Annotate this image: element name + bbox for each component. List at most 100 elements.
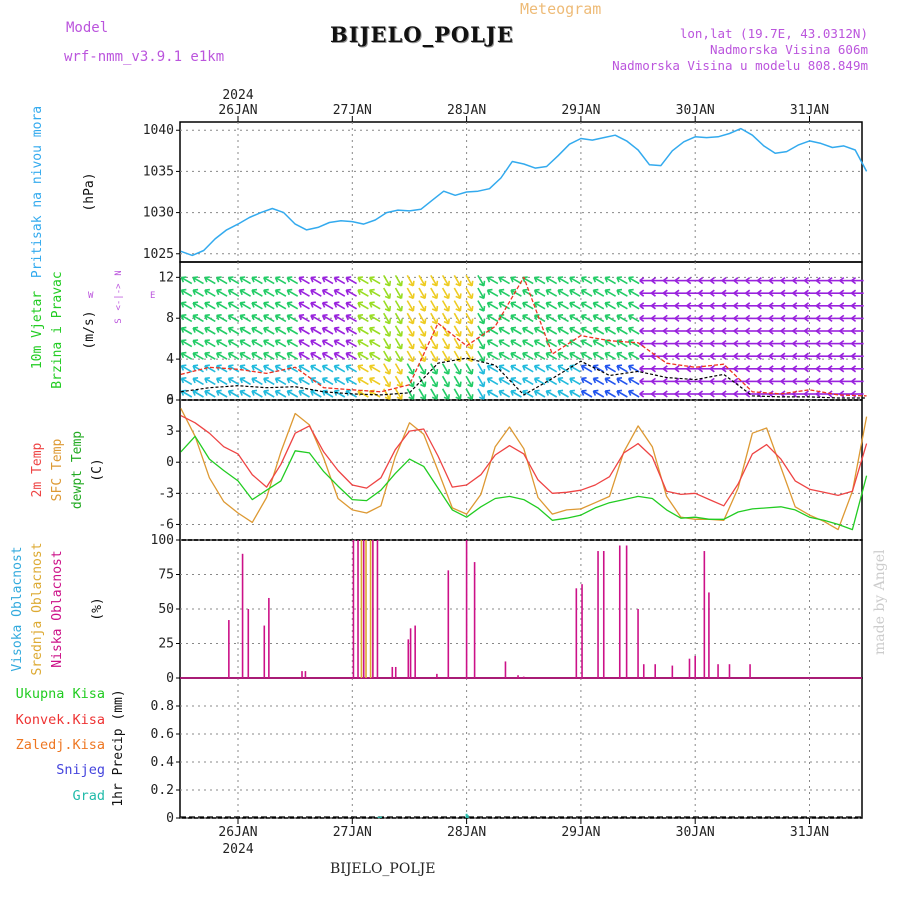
wind-arrow: [709, 327, 723, 335]
wind-arrow-shaft: [593, 377, 605, 386]
wind-arrow: [357, 301, 369, 310]
wind-arrow: [357, 351, 369, 360]
wind-arrow: [522, 276, 534, 285]
wind-arrow: [721, 365, 735, 373]
wind-arrow-shaft: [453, 312, 461, 324]
wind-arrow-head: [333, 389, 340, 396]
wind-arrow-head: [533, 314, 540, 321]
wind-arrow: [406, 388, 415, 400]
wind-arrow-head: [768, 276, 774, 285]
y-tick-label: 25: [158, 637, 174, 652]
wind-arrow-head: [498, 389, 505, 396]
wind-arrow-shaft: [298, 276, 310, 285]
wind-arrow-head: [545, 364, 552, 371]
wind-arrow: [192, 314, 204, 323]
wind-arrow-head: [251, 314, 258, 321]
wind-arrow: [804, 377, 817, 386]
wind-arrow-head: [533, 377, 540, 384]
wind-arrow-shaft: [345, 327, 357, 335]
wind-arrow-head: [557, 301, 564, 308]
precip-legend: Konvek.Kisa: [16, 712, 105, 728]
wind-arrow-shaft: [310, 352, 322, 360]
wind-arrow-shaft: [569, 377, 581, 386]
day-label-top: 29JAN: [561, 103, 600, 118]
wind-arrow-shaft: [510, 289, 522, 297]
wind-arrow: [604, 276, 616, 285]
wind-arrow: [780, 276, 793, 285]
wind-arrow: [498, 339, 510, 348]
wind-arrow-shaft: [251, 377, 263, 386]
wind-arrow-shaft: [394, 375, 403, 387]
wind-arrow-head: [251, 288, 258, 296]
wind-arrow: [321, 377, 334, 386]
wind-arrow: [239, 301, 251, 310]
wind-arrow-shaft: [628, 276, 640, 285]
wind-arrow: [533, 339, 546, 348]
wind-arrow-head: [486, 351, 493, 359]
wind-arrow: [383, 300, 392, 312]
wind-arrow: [839, 365, 852, 373]
wind-arrow-head: [239, 351, 246, 359]
wind-arrow: [756, 352, 770, 360]
wind-arrow: [698, 302, 711, 310]
wind-arrow-shaft: [498, 276, 510, 285]
wind-arrow-head: [792, 302, 798, 310]
wind-arrow-head: [733, 302, 739, 310]
wind-arrow-shaft: [334, 390, 346, 398]
wind-arrow-shaft: [581, 365, 593, 373]
wind-arrow: [239, 314, 251, 323]
wind-arrow: [533, 326, 546, 335]
wind-arrow-head: [263, 389, 269, 396]
wind-arrow: [298, 301, 310, 310]
wind-arrow: [345, 288, 357, 297]
y-axis-label: Pritisak na nivou mora: [30, 106, 45, 278]
wind-arrow: [545, 276, 558, 285]
y-tick-label: 8: [166, 311, 174, 326]
wind-arrow-shaft: [453, 363, 461, 375]
wind-arrow-head: [215, 389, 222, 396]
wind-arrow: [286, 276, 299, 285]
wind-arrow-shaft: [487, 352, 499, 360]
wind-arrow-shaft: [275, 390, 287, 398]
wind-arrow-head: [357, 276, 364, 283]
wind-arrow-head: [467, 381, 474, 388]
wind-arrow: [251, 339, 263, 348]
wind-arrow: [580, 377, 593, 386]
wind-arrow-head: [368, 326, 375, 333]
wind-arrow-head: [215, 351, 222, 359]
precip-legend: Ukupna Kisa: [16, 686, 105, 702]
wind-arrow-shaft: [204, 276, 216, 285]
wind-arrow-head: [192, 314, 199, 321]
wind-arrow-head: [804, 276, 809, 285]
wind-arrow: [604, 377, 616, 386]
wind-arrow: [465, 363, 474, 375]
wind-arrow: [709, 314, 723, 323]
wind-arrow: [839, 377, 852, 386]
wind-arrow-shaft: [418, 363, 426, 375]
wind-arrow-head: [345, 301, 352, 308]
wind-arrow-head: [478, 343, 486, 350]
wind-arrow-head: [396, 305, 403, 312]
wind-arrow-shaft: [275, 377, 287, 386]
wind-arrow-shaft: [522, 339, 534, 348]
wind-arrow-head: [651, 314, 656, 323]
wind-arrow-head: [467, 343, 474, 350]
wind-arrow-head: [357, 288, 364, 296]
wind-arrow: [477, 312, 486, 325]
wind-arrow: [406, 275, 415, 287]
wind-arrow-shaft: [394, 300, 403, 312]
dewpt-line: [180, 435, 868, 531]
wind-arrow: [321, 326, 334, 335]
wind-arrow-shaft: [181, 276, 193, 285]
wind-arrow: [465, 275, 474, 287]
wind-arrow-head: [580, 389, 587, 396]
wind-arrow: [557, 339, 569, 348]
wind-arrow-head: [478, 368, 486, 375]
day-label-bottom: 29JAN: [561, 825, 600, 840]
wind-arrow: [286, 377, 299, 386]
wind-arrow: [545, 288, 558, 297]
wind-arrow: [662, 377, 676, 386]
wind-arrow-shaft: [322, 289, 334, 297]
wind-arrow-shaft: [430, 312, 438, 324]
wind-arrow: [733, 276, 746, 285]
